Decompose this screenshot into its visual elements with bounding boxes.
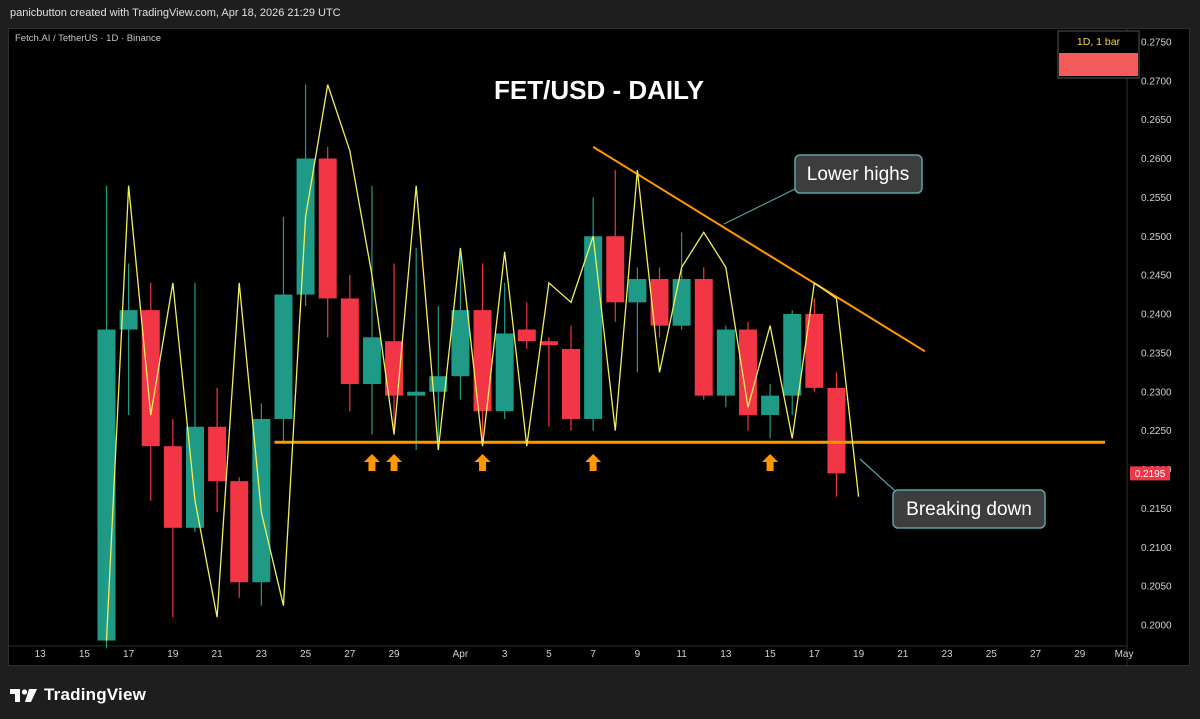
x-tick-label: 19 bbox=[167, 649, 179, 660]
y-tick-label: 0.2000 bbox=[1141, 621, 1172, 632]
candle-up bbox=[119, 310, 138, 330]
candle-up bbox=[672, 279, 691, 326]
x-tick-label: 17 bbox=[123, 649, 135, 660]
lower-highs-pointer bbox=[723, 186, 800, 225]
candlestick-chart[interactable]: 0.2750 0.2700 0.2650 0.2600 0.2550 0.2500 0.24… bbox=[9, 29, 1191, 667]
y-tick-label: 0.2300 bbox=[1141, 387, 1172, 398]
x-tick-label: 21 bbox=[212, 649, 224, 660]
x-tick-label: 21 bbox=[897, 649, 909, 660]
candle-down bbox=[340, 298, 359, 384]
y-tick-label: 0.2150 bbox=[1141, 504, 1172, 515]
y-tick-label: 0.2100 bbox=[1141, 543, 1172, 554]
x-tick-label: 3 bbox=[502, 649, 508, 660]
candle-down bbox=[517, 329, 536, 342]
candle-down bbox=[738, 329, 757, 416]
x-tick-label: 11 bbox=[676, 649, 687, 660]
y-tick-label: 0.2550 bbox=[1141, 193, 1172, 204]
chart-panel[interactable]: 0.2750 0.2700 0.2650 0.2600 0.2550 0.2500 0.24… bbox=[8, 28, 1191, 667]
candle-down bbox=[827, 387, 846, 474]
tradingview-icon bbox=[10, 689, 37, 702]
x-tick-label: 15 bbox=[79, 649, 91, 660]
x-tick-label: 29 bbox=[388, 649, 400, 660]
candle-down bbox=[473, 310, 492, 412]
lower-highs-trendline bbox=[592, 145, 926, 353]
y-tick-label: 0.2750 bbox=[1141, 37, 1172, 48]
candle-up bbox=[407, 391, 426, 396]
credit-text: panicbutton created with TradingView.com… bbox=[10, 7, 341, 19]
lower-highs-label: Lower highs bbox=[807, 164, 909, 185]
candle-down bbox=[539, 341, 558, 346]
x-tick-label: May bbox=[1115, 649, 1134, 660]
zigzag-line bbox=[105, 84, 860, 641]
current-price-label: 0.2195 bbox=[1135, 469, 1166, 480]
y-tick-label: 0.2450 bbox=[1141, 271, 1172, 282]
x-tick-label: 19 bbox=[853, 649, 865, 660]
candle-down bbox=[694, 279, 713, 396]
tradingview-logo[interactable]: TradingView bbox=[10, 685, 146, 705]
x-tick-label: 25 bbox=[300, 649, 312, 660]
candle-up bbox=[274, 294, 293, 419]
candle-up bbox=[716, 329, 735, 396]
breaking-down-callout bbox=[892, 489, 1046, 529]
y-tick-label: 0.2250 bbox=[1141, 426, 1172, 437]
y-tick-label: 0.2350 bbox=[1141, 348, 1172, 359]
candle-down bbox=[141, 310, 160, 447]
x-tick-label: 29 bbox=[1074, 649, 1086, 660]
candle-down bbox=[606, 236, 625, 303]
x-tick-label: 27 bbox=[1030, 649, 1042, 660]
candle-up bbox=[495, 333, 514, 412]
up-arrow-icon bbox=[585, 454, 602, 471]
symbol-label: Fetch.AI / TetherUS · 1D · Binance bbox=[15, 33, 162, 44]
candle-down bbox=[805, 314, 824, 388]
candle-up bbox=[761, 395, 780, 416]
candle-up bbox=[628, 279, 647, 303]
x-tick-label: 23 bbox=[941, 649, 953, 660]
candle-up bbox=[97, 329, 116, 641]
current-price-tag bbox=[1130, 466, 1170, 481]
x-tick-label: Apr bbox=[453, 649, 469, 660]
candle-down bbox=[650, 279, 669, 326]
x-tick-label: 25 bbox=[986, 649, 998, 660]
interval-bar-swatch bbox=[1059, 53, 1138, 76]
candle-down bbox=[208, 426, 227, 482]
x-tick-label: 9 bbox=[635, 649, 641, 660]
y-tick-label: 0.2650 bbox=[1141, 115, 1172, 126]
up-arrow-icon bbox=[474, 454, 491, 471]
candle-up bbox=[451, 310, 470, 377]
x-tick-label: 17 bbox=[809, 649, 821, 660]
x-tick-label: 7 bbox=[590, 649, 596, 660]
candle-up bbox=[429, 376, 448, 392]
lower-highs-callout bbox=[794, 154, 923, 194]
candle-down bbox=[230, 481, 249, 583]
interval-label: 1D, 1 bar bbox=[1077, 36, 1121, 48]
candle-up bbox=[362, 337, 381, 384]
y-tick-label: 0.2400 bbox=[1141, 310, 1172, 321]
x-tick-label: 27 bbox=[344, 649, 356, 660]
footer-bar: TradingView bbox=[0, 666, 1200, 719]
x-tick-label: 13 bbox=[720, 649, 732, 660]
brand-name: TradingView bbox=[44, 685, 147, 704]
candle-up bbox=[584, 236, 603, 419]
x-tick-label: 15 bbox=[765, 649, 777, 660]
candle-down bbox=[163, 446, 182, 528]
x-tick-label: 13 bbox=[35, 649, 47, 660]
breaking-down-label: Breaking down bbox=[906, 499, 1032, 520]
up-arrow-icon bbox=[762, 454, 779, 471]
header-bar: panicbutton created with TradingView.com… bbox=[0, 0, 1200, 28]
candle-down bbox=[318, 158, 337, 299]
x-tick-label: 5 bbox=[546, 649, 552, 660]
y-tick-label: 0.2600 bbox=[1141, 154, 1172, 165]
y-tick-label: 0.2500 bbox=[1141, 232, 1172, 243]
candle-up bbox=[783, 314, 802, 396]
y-tick-label: 0.2050 bbox=[1141, 582, 1172, 593]
y-tick-label: 0.2700 bbox=[1141, 76, 1172, 87]
up-arrow-icon bbox=[386, 454, 403, 471]
x-tick-label: 23 bbox=[256, 649, 268, 660]
candle-down bbox=[562, 348, 581, 419]
up-arrow-icon bbox=[363, 454, 380, 471]
chart-title: FET/USD - DAILY bbox=[494, 75, 704, 105]
